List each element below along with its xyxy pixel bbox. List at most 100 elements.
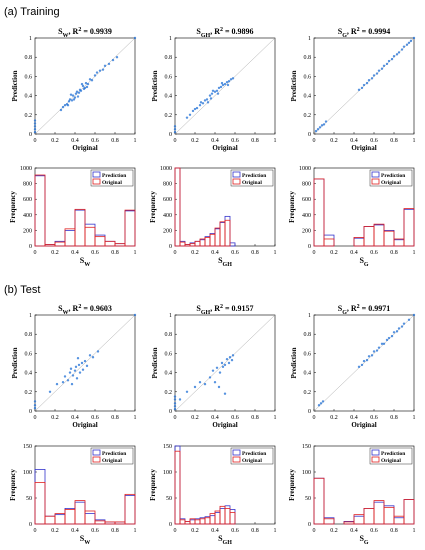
test-SGH-point (203, 382, 207, 386)
training-SGH-hist-ytick-label: 800 (163, 182, 172, 188)
test-SGH-xtick-label: 0.8 (251, 415, 259, 421)
training-SG-hist-ytick-label: 1000 (299, 166, 311, 172)
test-SW-hist-xtick-label: 0.2 (51, 528, 59, 534)
training-SG-hist-bar-prediction (353, 237, 365, 247)
test-SGH-hist-legend-label-original: Original (242, 458, 262, 464)
training-SG-hist-ylabel: Frequency (288, 191, 296, 223)
test-SW-point (75, 377, 79, 380)
test-SW-xtick-label: 0 (34, 415, 37, 421)
training-SW-hist-ytick-label: 0 (29, 244, 32, 250)
test-SW-point (78, 371, 82, 374)
test-SG-point (412, 313, 416, 317)
test-SW-hist-bar-original (114, 521, 126, 525)
test-SW-hist-bar-prediction (34, 468, 46, 525)
training-SW-hist-bar-original (114, 243, 126, 247)
training-SG-hist-ytick-label: 0 (308, 244, 311, 250)
test-SG-ytick-label: 0.2 (304, 390, 312, 396)
training-SGH-xtick-label: 0.4 (211, 138, 219, 144)
test-SW-point (85, 364, 89, 368)
test-SG-hist-bar-prediction (373, 501, 385, 525)
test-SW-point (88, 354, 92, 357)
training-SW-hist-xtick-label: 0.6 (91, 250, 99, 256)
training-SW-point (101, 68, 105, 71)
training-SW-ytick-label: 1 (29, 36, 32, 42)
training-SG-point (367, 79, 371, 82)
test-SGH-hist-xtick-label: 1 (274, 528, 277, 534)
training-SGH-point (225, 80, 229, 84)
test-SG-ytick-label: 1 (308, 313, 311, 319)
test-SW-point (63, 375, 67, 378)
training-SG-ytick-label: 1 (308, 36, 311, 42)
training-SW-hist-ylabel: Frequency (9, 191, 17, 223)
training-SW-hist-xlabel: SW (80, 256, 90, 268)
test-SGH-point (173, 402, 177, 405)
test-SGH-hist-xtick-label: 0.6 (231, 528, 239, 534)
test-SGH-point (173, 407, 177, 411)
test-SG-hist-xtick-label: 0.4 (350, 528, 358, 534)
training-SGH-point (193, 107, 197, 111)
training-SG-hist-bar-prediction (383, 229, 395, 247)
test-SW-point (83, 359, 87, 363)
training-SW-point (84, 81, 88, 85)
training-SG-xtick-label: 0.2 (330, 138, 338, 144)
test-SW-ytick-label: 0.4 (25, 371, 33, 377)
test-SW-point (96, 350, 100, 353)
training-SW-hist-bar-original (84, 226, 96, 247)
training-SW-ytick-label: 0.4 (25, 94, 33, 100)
test-SW-hist-xtick-label: 0.4 (71, 528, 79, 534)
training-SG-xtick-label: 0.8 (390, 138, 398, 144)
test-SGH-hist-xtick-label: 0.2 (191, 528, 199, 534)
training-SG-hist-legend-label-original: Original (381, 180, 401, 186)
test-SGH-hist-xlabel: SGH (218, 534, 232, 546)
training-SGH-ytick-label: 0.4 (165, 94, 173, 100)
training-SG-point (392, 55, 396, 58)
training-SG-hist-ytick-label: 600 (302, 197, 311, 203)
training-SW-point (88, 78, 92, 81)
training-SGH-hist-bar-prediction (204, 236, 211, 247)
training-SGH-point (210, 92, 214, 95)
training-SGH-hist-xtick-label: 0 (174, 250, 177, 256)
training-SGH-ylabel: Prediction (151, 70, 159, 101)
training-SGH-hist-bar-original (189, 243, 196, 247)
test-SGH-ytick-label: 1 (169, 313, 172, 319)
training-SGH-point (188, 113, 192, 117)
training-SG-xtick-label: 1 (413, 138, 416, 144)
test-SG-hist-xlabel: SG (359, 534, 368, 546)
test-SW-hist-legend-swatch-prediction (92, 449, 101, 456)
training-SW-point (111, 58, 115, 62)
test-SG-hist-xtick-label: 0 (313, 528, 316, 534)
training-SW-point (72, 98, 76, 101)
test-SW-hist-ytick-label: 0 (29, 522, 32, 528)
training-SGH-point (231, 77, 235, 80)
training-SG-hist-ytick-label: 800 (302, 182, 311, 188)
training-SW-point (68, 98, 72, 101)
training-SGH-hist-bar-original (209, 233, 216, 247)
training-SW-ytick-label: 0.2 (25, 113, 33, 119)
test-SGH-point (211, 369, 215, 372)
training-SGH-hist-xlabel: SGH (218, 256, 232, 268)
training-SG-hist-legend-box (369, 169, 413, 187)
training-SG-point (409, 39, 413, 43)
training-SG-ylabel: Prediction (290, 70, 298, 101)
test-SG-point (392, 331, 396, 334)
training-SW-point (33, 122, 37, 125)
test-SG-point (362, 359, 366, 363)
test-SGH-hist-bar-prediction (189, 519, 196, 525)
test-SGH-hist-bar-original (199, 518, 206, 525)
training-SGH-hist-bar-prediction (199, 239, 206, 247)
test-SG-hist-ytick-label: 0 (308, 522, 311, 528)
test-SW-xlabel: Original (72, 421, 97, 429)
test-SG-hist-bar-original (363, 507, 375, 525)
training-SGH-hist-ylabel: Frequency (149, 191, 157, 223)
test-SW-hist-xtick-label: 0.6 (91, 528, 99, 534)
test-SG-hist-xtick-label: 0.8 (390, 528, 398, 534)
training-SW-hist-bar-prediction (34, 175, 46, 247)
training-SGH-point (217, 86, 221, 90)
test-SW-hist-bar-prediction (64, 507, 76, 525)
training-SW-hist-bar-original (74, 208, 86, 247)
test-SGH-ytick-label: 0 (169, 409, 172, 415)
test-SW-xtick-label: 0.8 (111, 415, 119, 421)
training-SG-ytick-label: 0.8 (304, 55, 312, 61)
test-SGH-xtick-label: 0.2 (191, 415, 199, 421)
